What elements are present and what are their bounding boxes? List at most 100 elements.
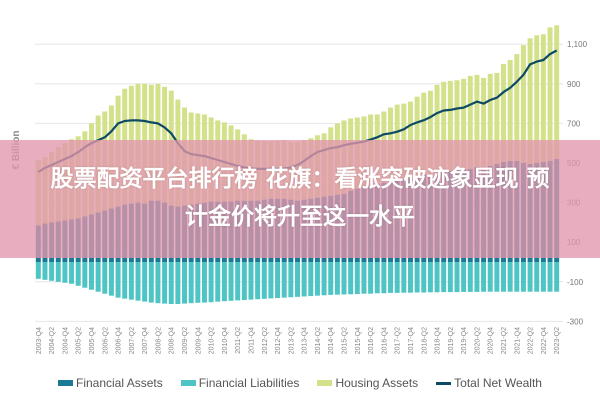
x-tick-label: 2005-Q4 bbox=[89, 327, 96, 354]
bar-financial-liabilities bbox=[281, 262, 287, 298]
bar-housing-assets bbox=[414, 96, 420, 177]
x-tick-label: 2006-Q4 bbox=[116, 327, 123, 354]
bar-financial-liabilities bbox=[188, 262, 194, 304]
bar-financial-liabilities bbox=[394, 262, 400, 293]
x-tick-label: 2015-Q4 bbox=[355, 327, 362, 354]
bar-housing-assets bbox=[554, 25, 560, 160]
bar-financial-liabilities bbox=[49, 262, 55, 281]
bar-financial-liabilities bbox=[102, 262, 108, 294]
bar-housing-assets bbox=[527, 38, 533, 164]
bar-financial-liabilities bbox=[248, 262, 254, 300]
legend-financial-assets: Financial Assets bbox=[58, 376, 163, 390]
x-tick-label: 2018-Q2 bbox=[421, 327, 428, 354]
bar-financial-liabilities bbox=[69, 262, 75, 284]
x-tick-label: 2014-Q2 bbox=[315, 327, 322, 354]
bar-financial-liabilities bbox=[108, 262, 114, 296]
x-tick-label: 2010-Q2 bbox=[209, 327, 216, 354]
bar-financial-liabilities bbox=[62, 262, 68, 283]
banner-line-2: 计金价将升至这一水平 bbox=[185, 204, 415, 230]
x-tick-label: 2016-Q2 bbox=[368, 327, 375, 354]
bar-housing-assets bbox=[487, 73, 493, 166]
bar-financial-liabilities bbox=[261, 262, 267, 299]
x-tick-label: 2012-Q4 bbox=[275, 327, 282, 354]
bar-housing-assets bbox=[494, 72, 500, 164]
bar-financial-liabilities bbox=[507, 262, 513, 292]
bar-financial-liabilities bbox=[128, 262, 134, 300]
bar-financial-liabilities bbox=[215, 262, 221, 302]
legend-label: Housing Assets bbox=[335, 376, 419, 390]
x-tick-label: 2008-Q2 bbox=[155, 327, 162, 354]
x-tick-label: 2004-Q2 bbox=[49, 327, 56, 354]
bar-housing-assets bbox=[467, 75, 473, 169]
bar-financial-liabilities bbox=[288, 262, 294, 298]
x-tick-label: 2005-Q2 bbox=[76, 327, 83, 354]
x-tick-label: 2023-Q2 bbox=[554, 327, 561, 354]
x-tick-label: 2017-Q2 bbox=[395, 327, 402, 354]
bar-financial-liabilities bbox=[441, 262, 447, 293]
bar-financial-liabilities bbox=[75, 262, 81, 286]
bar-financial-liabilities bbox=[201, 262, 207, 303]
bar-financial-liabilities bbox=[321, 262, 327, 296]
bar-financial-liabilities bbox=[407, 262, 413, 293]
bar-financial-liabilities bbox=[122, 262, 128, 299]
y-tick-label: 900 bbox=[567, 80, 581, 89]
bar-financial-liabilities bbox=[228, 262, 234, 301]
x-tick-label: 2020-Q4 bbox=[488, 327, 495, 354]
bar-financial-liabilities bbox=[427, 262, 433, 293]
bar-financial-liabilities bbox=[341, 262, 347, 295]
bar-financial-liabilities bbox=[388, 262, 394, 293]
x-tick-label: 2013-Q4 bbox=[302, 327, 309, 354]
bar-housing-assets bbox=[407, 101, 413, 178]
x-tick-label: 2006-Q2 bbox=[102, 327, 109, 354]
x-tick-label: 2004-Q4 bbox=[62, 327, 69, 354]
bar-housing-assets bbox=[447, 80, 453, 171]
bar-housing-assets bbox=[514, 54, 520, 162]
bar-financial-liabilities bbox=[95, 262, 101, 292]
bar-financial-liabilities bbox=[115, 262, 121, 298]
legend-swatch bbox=[436, 381, 452, 385]
bar-financial-liabilities bbox=[467, 262, 473, 292]
x-tick-label: 2015-Q2 bbox=[342, 327, 349, 354]
bar-housing-assets bbox=[474, 74, 480, 167]
bar-financial-liabilities bbox=[55, 262, 61, 282]
legend-label: Total Net Wealth bbox=[454, 376, 542, 390]
bar-housing-assets bbox=[481, 77, 487, 170]
bar-financial-liabilities bbox=[208, 262, 214, 303]
bar-financial-liabilities bbox=[381, 262, 387, 294]
legend: Financial Assets Financial Liabilities H… bbox=[0, 376, 600, 390]
x-tick-label: 2022-Q4 bbox=[541, 327, 548, 354]
bar-financial-liabilities bbox=[162, 262, 168, 304]
legend-swatch bbox=[58, 380, 73, 386]
bar-financial-liabilities bbox=[501, 262, 507, 292]
bar-financial-liabilities bbox=[520, 262, 526, 292]
bar-financial-liabilities bbox=[182, 262, 188, 304]
x-tick-label: 2009-Q4 bbox=[195, 327, 202, 354]
bar-financial-liabilities bbox=[314, 262, 320, 296]
bar-financial-liabilities bbox=[88, 262, 94, 290]
y-tick-label: -100 bbox=[567, 278, 584, 287]
x-tick-label: 2013-Q2 bbox=[288, 327, 295, 354]
bar-financial-liabilities bbox=[534, 262, 540, 292]
bar-housing-assets bbox=[441, 81, 447, 172]
bar-financial-liabilities bbox=[494, 262, 500, 292]
bar-housing-assets bbox=[454, 80, 460, 170]
bar-financial-liabilities bbox=[361, 262, 367, 294]
bar-financial-liabilities bbox=[42, 262, 48, 280]
bar-financial-liabilities bbox=[221, 262, 227, 302]
x-tick-label: 2021-Q4 bbox=[514, 327, 521, 354]
legend-swatch bbox=[180, 380, 196, 386]
x-tick-label: 2020-Q2 bbox=[474, 327, 481, 354]
x-tick-label: 2011-Q4 bbox=[248, 327, 255, 354]
bar-housing-assets bbox=[434, 84, 440, 174]
x-tick-label: 2009-Q2 bbox=[182, 327, 189, 354]
bar-housing-assets bbox=[421, 92, 427, 175]
bar-financial-liabilities bbox=[421, 262, 427, 293]
legend-housing-assets: Housing Assets bbox=[317, 376, 418, 390]
bar-financial-liabilities bbox=[295, 262, 300, 297]
x-axis: 2003-Q4 2004-Q2 2004-Q4 2005-Q2 2005-Q4 2006-… bbox=[36, 327, 561, 354]
bar-financial-liabilities bbox=[155, 262, 161, 304]
bar-financial-liabilities bbox=[487, 262, 493, 292]
bar-housing-assets bbox=[547, 27, 553, 162]
bar-financial-liabilities bbox=[461, 262, 467, 292]
bar-financial-liabilities bbox=[275, 262, 281, 299]
